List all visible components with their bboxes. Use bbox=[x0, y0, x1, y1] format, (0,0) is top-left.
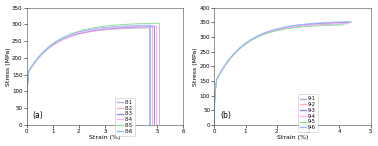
X-axis label: Strain (%): Strain (%) bbox=[277, 135, 308, 140]
X-axis label: Strain (%): Strain (%) bbox=[89, 135, 121, 140]
Y-axis label: Stress (MPa): Stress (MPa) bbox=[193, 47, 198, 86]
Text: (b): (b) bbox=[220, 111, 231, 120]
Legend: 8-1, 8-2, 8-3, 8-4, 8-5, 8-6: 8-1, 8-2, 8-3, 8-4, 8-5, 8-6 bbox=[115, 98, 135, 135]
Y-axis label: Stress (MPa): Stress (MPa) bbox=[6, 47, 11, 86]
Legend: 9-1, 9-2, 9-3, 9-4, 9-5, 9-6: 9-1, 9-2, 9-3, 9-4, 9-5, 9-6 bbox=[298, 94, 318, 132]
Text: (a): (a) bbox=[33, 111, 43, 120]
